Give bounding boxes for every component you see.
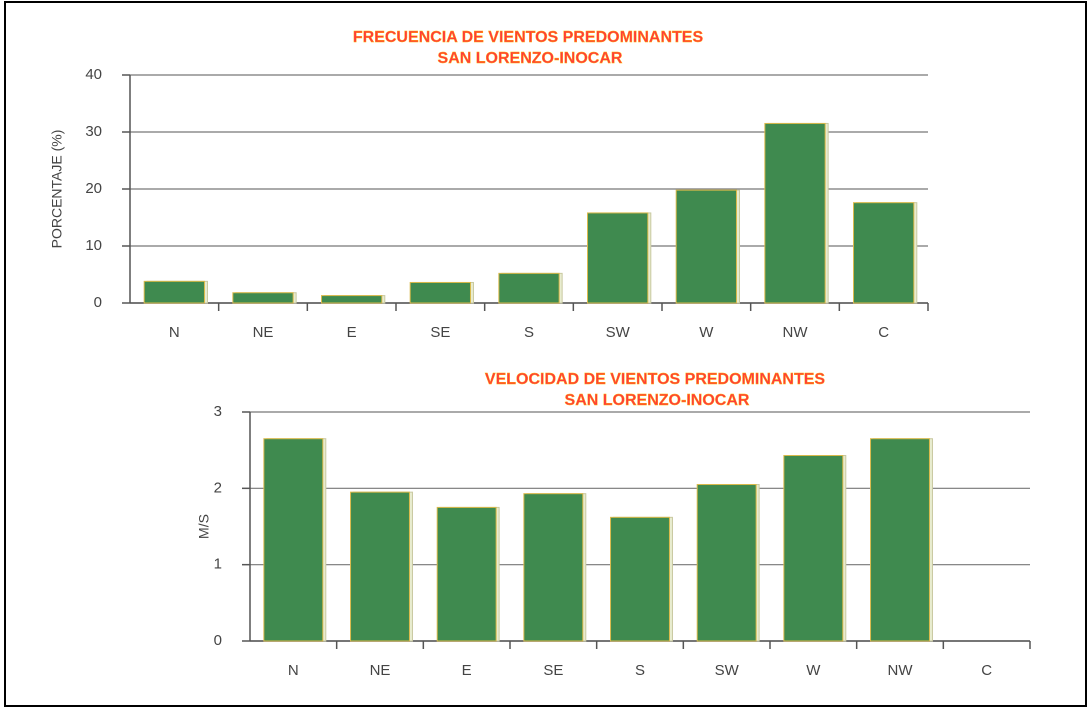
y-tick-label: 30 xyxy=(85,123,102,140)
x-tick-label: NW xyxy=(888,662,914,679)
x-tick-label: W xyxy=(806,662,821,679)
x-tick-label: E xyxy=(347,324,357,341)
x-tick-label: C xyxy=(981,662,992,679)
x-tick-label: N xyxy=(288,662,299,679)
y-tick-label: 20 xyxy=(85,180,102,197)
x-tick-label: SW xyxy=(715,662,740,679)
bar xyxy=(321,295,383,304)
x-tick-label: E xyxy=(462,662,472,679)
x-tick-label: SW xyxy=(606,324,631,341)
y-tick-label: 40 xyxy=(85,66,102,83)
bar xyxy=(783,455,844,642)
y-axis-label: PORCENTAJE (%) xyxy=(49,130,65,249)
chart-subtitle: SAN LORENZO-INOCAR xyxy=(438,50,623,67)
bar xyxy=(587,212,649,304)
bar xyxy=(498,272,560,304)
x-tick-label: N xyxy=(169,324,180,341)
x-tick-label: NE xyxy=(253,324,274,341)
chart-title: FRECUENCIA DE VIENTOS PREDOMINANTES xyxy=(353,29,704,46)
y-tick-label: 10 xyxy=(85,237,102,254)
bar xyxy=(870,438,930,642)
y-tick-label: 0 xyxy=(94,294,102,311)
y-tick-label: 0 xyxy=(214,632,222,649)
x-tick-label: W xyxy=(699,324,714,341)
bar xyxy=(853,202,915,304)
x-tick-label: S xyxy=(524,324,534,341)
x-tick-label: SE xyxy=(543,662,563,679)
bar xyxy=(350,491,410,642)
y-tick-label: 1 xyxy=(214,556,222,573)
bar xyxy=(436,506,497,642)
bar xyxy=(696,484,757,642)
bar xyxy=(675,189,737,304)
bar xyxy=(523,493,584,642)
chart-subtitle: SAN LORENZO-INOCAR xyxy=(565,392,750,409)
x-tick-label: NW xyxy=(783,324,809,341)
bar xyxy=(764,122,826,304)
y-axis-label: M/S xyxy=(196,514,212,539)
y-tick-label: 2 xyxy=(214,479,222,496)
frame xyxy=(4,1,1087,707)
x-tick-label: NE xyxy=(370,662,391,679)
x-tick-label: C xyxy=(878,324,889,341)
bar xyxy=(610,516,670,642)
y-tick-label: 3 xyxy=(214,403,222,420)
x-tick-label: SE xyxy=(430,324,450,341)
bar xyxy=(232,292,294,304)
bar xyxy=(263,438,324,642)
chart-title: VELOCIDAD DE VIENTOS PREDOMINANTES xyxy=(485,371,826,388)
bar xyxy=(409,281,471,304)
bar xyxy=(143,280,205,304)
x-tick-label: S xyxy=(635,662,645,679)
